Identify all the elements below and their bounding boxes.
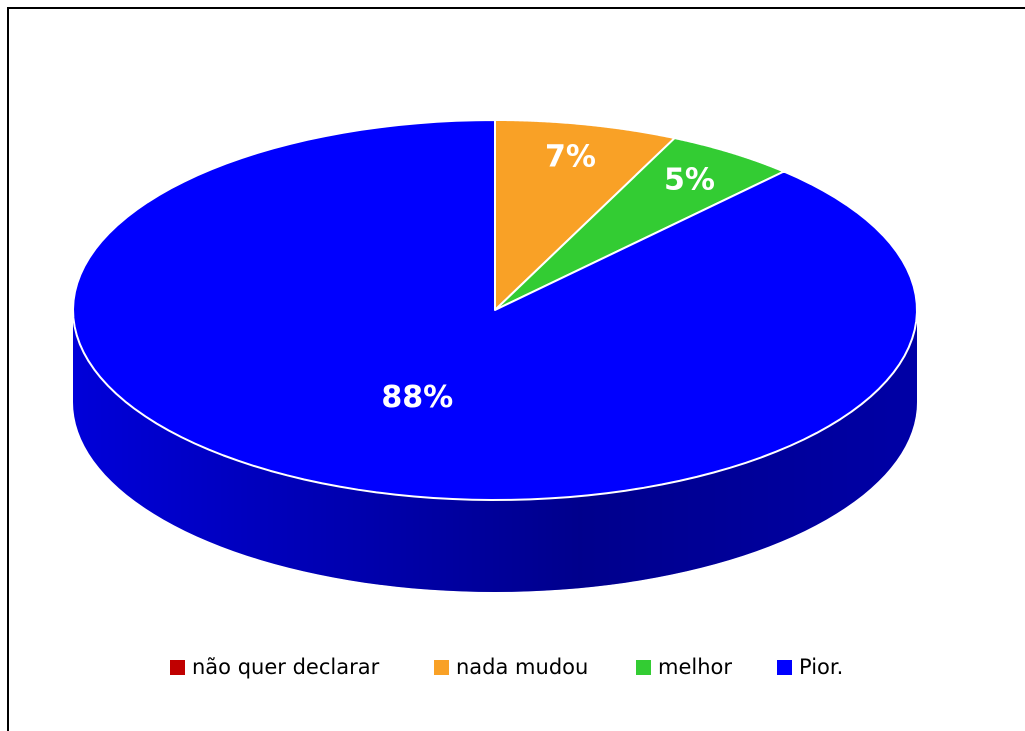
legend-swatch [636, 660, 651, 675]
pie-slice [494, 119, 676, 311]
data-label: 7% [545, 139, 596, 174]
legend-swatch [434, 660, 449, 675]
legend-label: não quer declarar [192, 655, 380, 679]
legend-swatch [777, 660, 792, 675]
data-label: 88% [381, 380, 453, 415]
legend-swatch [170, 660, 185, 675]
legend-label: Pior. [799, 655, 843, 679]
legend-label: nada mudou [456, 655, 588, 679]
pie-slice [72, 119, 918, 501]
pie-tops [72, 119, 918, 501]
pie-slice [494, 137, 785, 311]
data-label: 5% [664, 163, 715, 198]
pie-sides [73, 310, 917, 592]
legend-label: melhor [658, 655, 732, 679]
data-labels: 7% 5% 88% [381, 139, 715, 414]
legend: não quer declarar nada mudou melhor Pior. [170, 655, 843, 679]
pie-side-shade [73, 310, 917, 592]
